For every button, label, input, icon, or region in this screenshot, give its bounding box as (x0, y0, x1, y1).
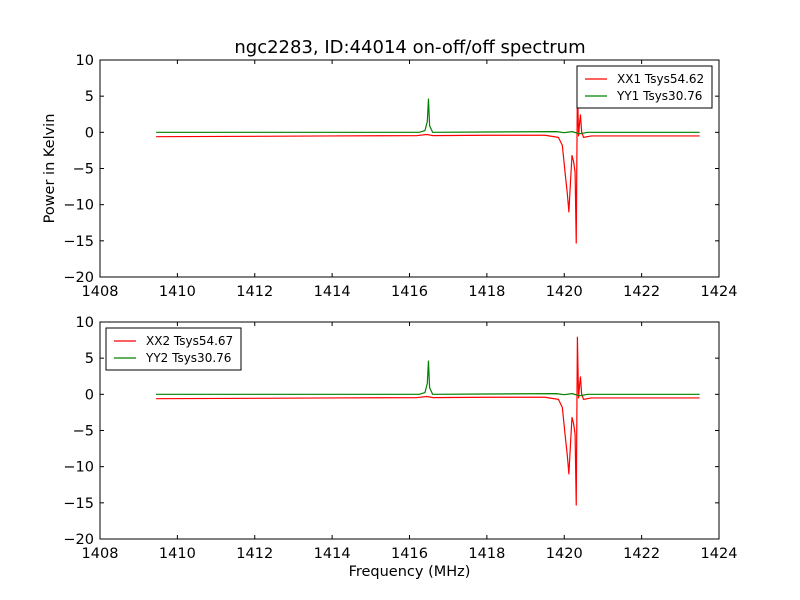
x-tick-label: 1416 (391, 546, 428, 562)
y-axis-title: Power in Kelvin (42, 114, 58, 224)
figure-title: ngc2283, ID:44014 on-off/off spectrum (234, 37, 585, 58)
x-tick-label: 1414 (314, 284, 351, 300)
x-tick-label: 1422 (623, 284, 660, 300)
y-tick-label: 0 (85, 125, 94, 141)
y-tick-label: −10 (63, 460, 94, 476)
legend-label: YY2 Tsys30.76 (145, 351, 231, 365)
x-tick-label: 1424 (701, 284, 738, 300)
x-tick-label: 1408 (82, 284, 119, 300)
x-tick-label: 1416 (391, 284, 428, 300)
x-tick-label: 1410 (159, 284, 196, 300)
x-tick-label: 1424 (701, 546, 738, 562)
legend: XX2 Tsys54.67 YY2 Tsys30.76 (105, 327, 242, 371)
legend: XX1 Tsys54.62 YY1 Tsys30.76 (576, 65, 713, 109)
series-line-1-1 (156, 84, 700, 244)
y-tick-label: −20 (63, 270, 94, 286)
x-tick-label: 1410 (159, 546, 196, 562)
panel-1: 1408 1410 1412 1414 1416 1418 1420 1422 1424 −20 −… (42, 53, 737, 300)
y-tick-label: 5 (85, 89, 94, 105)
y-tick-label: −10 (63, 198, 94, 214)
y-tick-label: 5 (85, 351, 94, 367)
x-tick-label: 1412 (236, 546, 273, 562)
legend-box (105, 327, 242, 371)
x-tick-label: 1408 (82, 546, 119, 562)
y-tick-label: 0 (85, 387, 94, 403)
panel-2: 1408 1410 1412 1414 1416 1418 1420 1422 1424 −20 −… (63, 315, 737, 580)
x-tick-label: 1420 (546, 284, 583, 300)
series-line-1-2 (156, 98, 700, 135)
y-tick-label: −5 (73, 162, 94, 178)
panels-group: 1408 1410 1412 1414 1416 1418 1420 1422 1424 −20 −… (42, 53, 737, 580)
series-line-2-2 (156, 360, 700, 397)
legend-label: XX1 Tsys54.62 (617, 72, 704, 86)
x-tick-label: 1418 (468, 546, 505, 562)
x-tick-label: 1414 (314, 546, 351, 562)
y-tick-label: −15 (63, 234, 94, 250)
legend-label: YY1 Tsys30.76 (616, 89, 702, 103)
y-tick-label: 10 (76, 53, 94, 69)
x-tick-label: 1412 (236, 284, 273, 300)
legend-label: XX2 Tsys54.67 (146, 334, 233, 348)
legend-box (576, 65, 713, 109)
y-tick-label: −20 (63, 532, 94, 548)
x-tick-label: 1422 (623, 546, 660, 562)
y-tick-label: −15 (63, 496, 94, 512)
x-tick-label: 1420 (546, 546, 583, 562)
y-tick-label: −5 (73, 424, 94, 440)
y-tick-label: 10 (76, 315, 94, 331)
x-axis-title: Frequency (MHz) (349, 564, 471, 580)
series-line-2-1 (156, 336, 700, 506)
x-tick-label: 1418 (468, 284, 505, 300)
